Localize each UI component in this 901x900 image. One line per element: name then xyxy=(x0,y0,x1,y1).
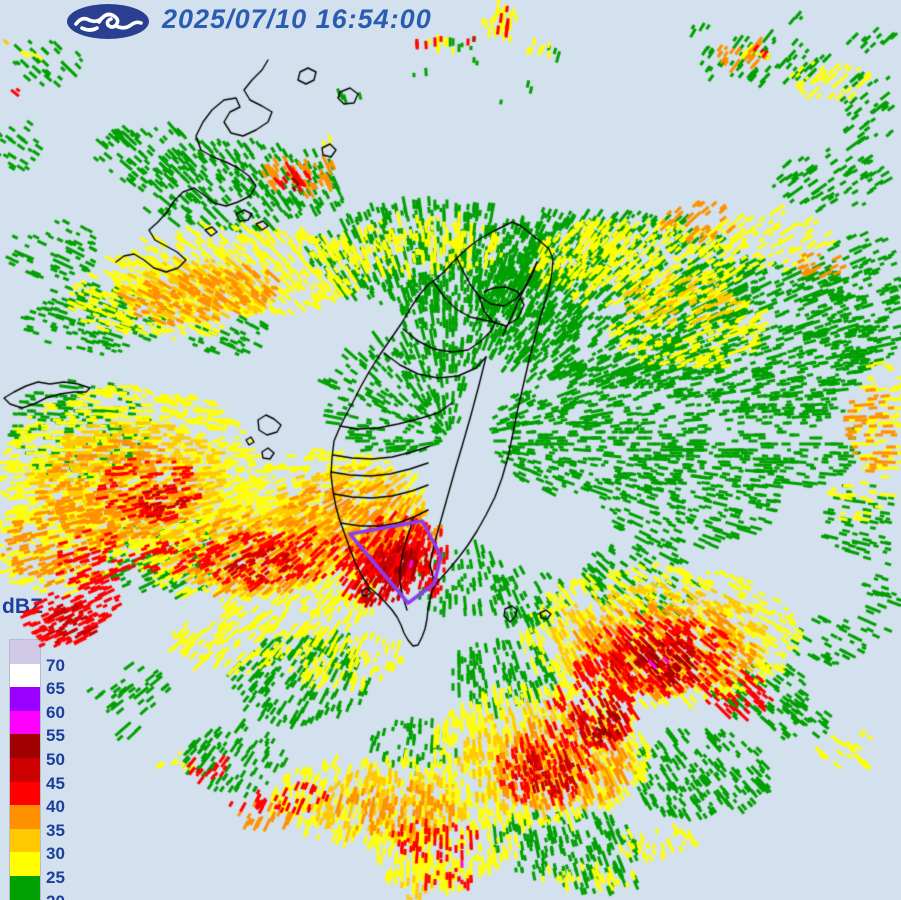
legend-color-bar: 70 65 60 55 50 45 40 35 30 25 20 xyxy=(9,639,65,900)
legend-cell-55: 55 xyxy=(10,710,65,744)
legend-tick-label: 40 xyxy=(46,797,65,817)
timestamp: 2025/07/10 16:54:00 xyxy=(162,4,432,34)
legend-tick-label: 55 xyxy=(46,726,65,746)
legend-tick-label: 50 xyxy=(46,749,65,769)
legend-tick-label: 45 xyxy=(46,773,65,793)
legend-tick-label: 25 xyxy=(46,867,65,887)
legend-cell-20: 20 xyxy=(10,875,65,900)
legend-tick-label: 20 xyxy=(46,893,65,900)
legend-cell-65: 65 xyxy=(10,663,65,697)
legend-tick-label: 30 xyxy=(46,844,65,864)
legend-cell-50: 50 xyxy=(10,734,65,768)
legend-cell-30: 30 xyxy=(10,828,65,862)
legend-tick-label: 65 xyxy=(46,679,65,699)
legend-cell-45: 45 xyxy=(10,757,65,792)
legend-cell-60: 60 xyxy=(10,687,65,721)
legend-cell-35: 35 xyxy=(10,805,65,839)
legend-tick-label: 60 xyxy=(46,702,65,722)
legend-cell-25: 25 xyxy=(10,852,65,886)
header: 2025/07/10 16:54:00 xyxy=(0,0,901,46)
legend-cell-70: 70 xyxy=(10,640,65,674)
legend-tick-label: 70 xyxy=(46,655,65,675)
legend-cell-40: 40 xyxy=(10,781,65,815)
legend-tick-label: 35 xyxy=(46,820,65,840)
cwa-logo-icon xyxy=(67,4,149,39)
legend-unit-label: dBZ xyxy=(2,595,43,618)
